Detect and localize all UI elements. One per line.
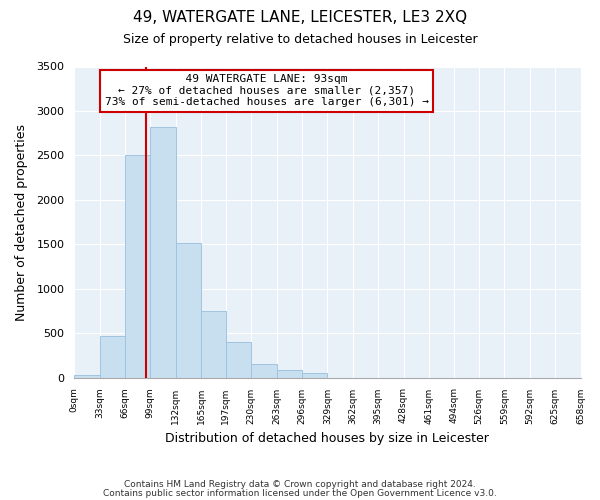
Bar — [226, 342, 251, 378]
Y-axis label: Number of detached properties: Number of detached properties — [15, 124, 28, 320]
Bar — [100, 336, 125, 378]
Bar — [251, 364, 277, 378]
Bar — [302, 373, 328, 378]
Text: 49 WATERGATE LANE: 93sqm  
← 27% of detached houses are smaller (2,357)
73% of s: 49 WATERGATE LANE: 93sqm ← 27% of detach… — [104, 74, 428, 108]
Bar — [176, 244, 201, 378]
Text: Size of property relative to detached houses in Leicester: Size of property relative to detached ho… — [122, 32, 478, 46]
Bar — [125, 156, 151, 378]
Bar — [74, 375, 100, 378]
Text: Contains public sector information licensed under the Open Government Licence v3: Contains public sector information licen… — [103, 489, 497, 498]
Text: Contains HM Land Registry data © Crown copyright and database right 2024.: Contains HM Land Registry data © Crown c… — [124, 480, 476, 489]
X-axis label: Distribution of detached houses by size in Leicester: Distribution of detached houses by size … — [166, 432, 489, 445]
Bar — [201, 311, 226, 378]
Text: 49, WATERGATE LANE, LEICESTER, LE3 2XQ: 49, WATERGATE LANE, LEICESTER, LE3 2XQ — [133, 10, 467, 25]
Bar — [151, 127, 176, 378]
Bar — [277, 370, 302, 378]
